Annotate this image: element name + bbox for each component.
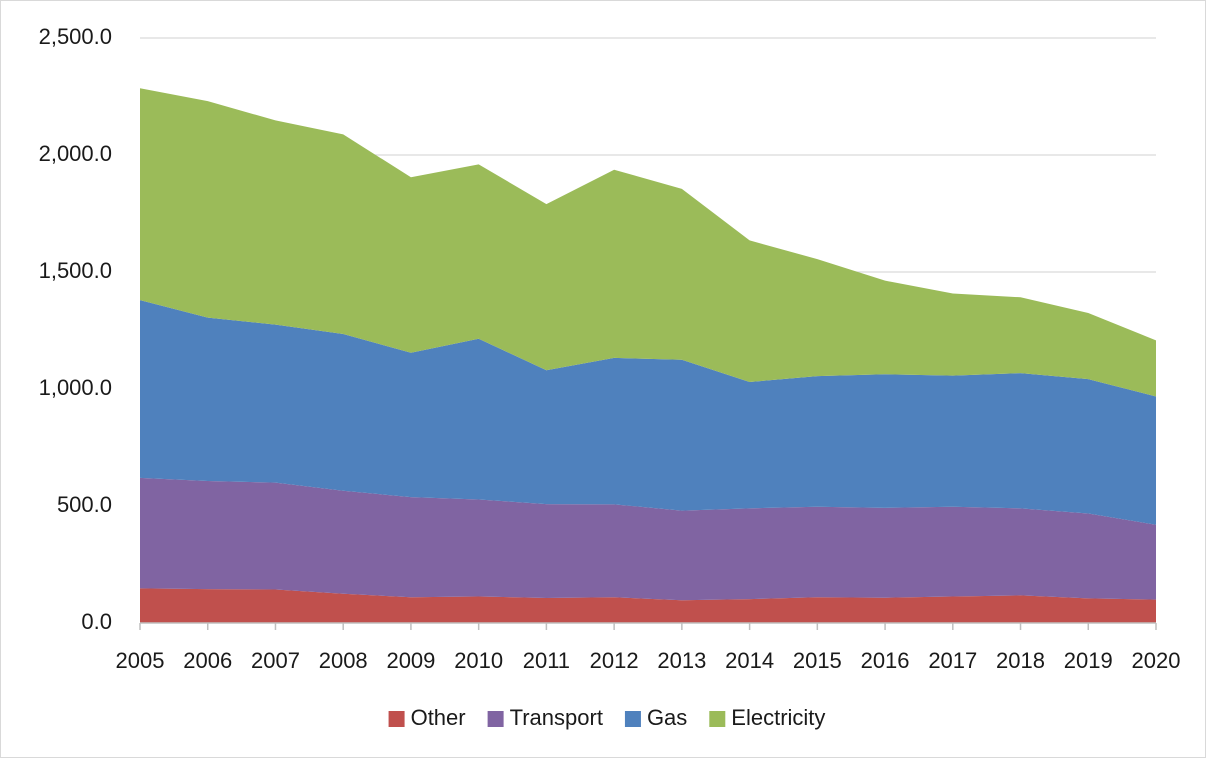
x-tick-label: 2007 — [251, 648, 300, 673]
legend-swatch — [624, 711, 641, 727]
x-tick-label: 2006 — [183, 648, 232, 673]
x-tick-label: 2010 — [454, 648, 503, 673]
legend-label: Electricity — [731, 705, 825, 730]
y-tick-label: 500.0 — [57, 492, 112, 517]
y-tick-label: 2,500.0 — [39, 24, 112, 49]
legend-label: Transport — [510, 705, 603, 730]
x-tick-label: 2020 — [1132, 648, 1181, 673]
x-tick-label: 2018 — [996, 648, 1045, 673]
area — [140, 477, 1156, 601]
x-tick-label: 2015 — [793, 648, 842, 673]
x-tick-label: 2014 — [725, 648, 774, 673]
legend-swatch — [388, 711, 405, 727]
x-tick-label: 2012 — [590, 648, 639, 673]
x-tick-label: 2008 — [319, 648, 368, 673]
legend-label: Gas — [647, 705, 687, 730]
area — [140, 588, 1156, 623]
x-tick-label: 2009 — [386, 648, 435, 673]
y-tick-label: 1,000.0 — [39, 375, 112, 400]
x-tick-label: 2019 — [1064, 648, 1113, 673]
legend-swatch — [709, 711, 726, 727]
x-tick-label: 2005 — [116, 648, 165, 673]
x-tick-label: 2013 — [657, 648, 706, 673]
x-tick-label: 2017 — [928, 648, 977, 673]
y-tick-label: 1,500.0 — [39, 258, 112, 283]
area — [140, 88, 1156, 397]
y-tick-label: 0.0 — [81, 609, 112, 634]
area — [140, 300, 1156, 525]
legend-label: Other — [411, 705, 466, 730]
y-tick-label: 2,000.0 — [39, 141, 112, 166]
x-tick-label: 2011 — [523, 648, 570, 673]
legend-swatch — [487, 711, 504, 727]
x-tick-label: 2016 — [861, 648, 910, 673]
